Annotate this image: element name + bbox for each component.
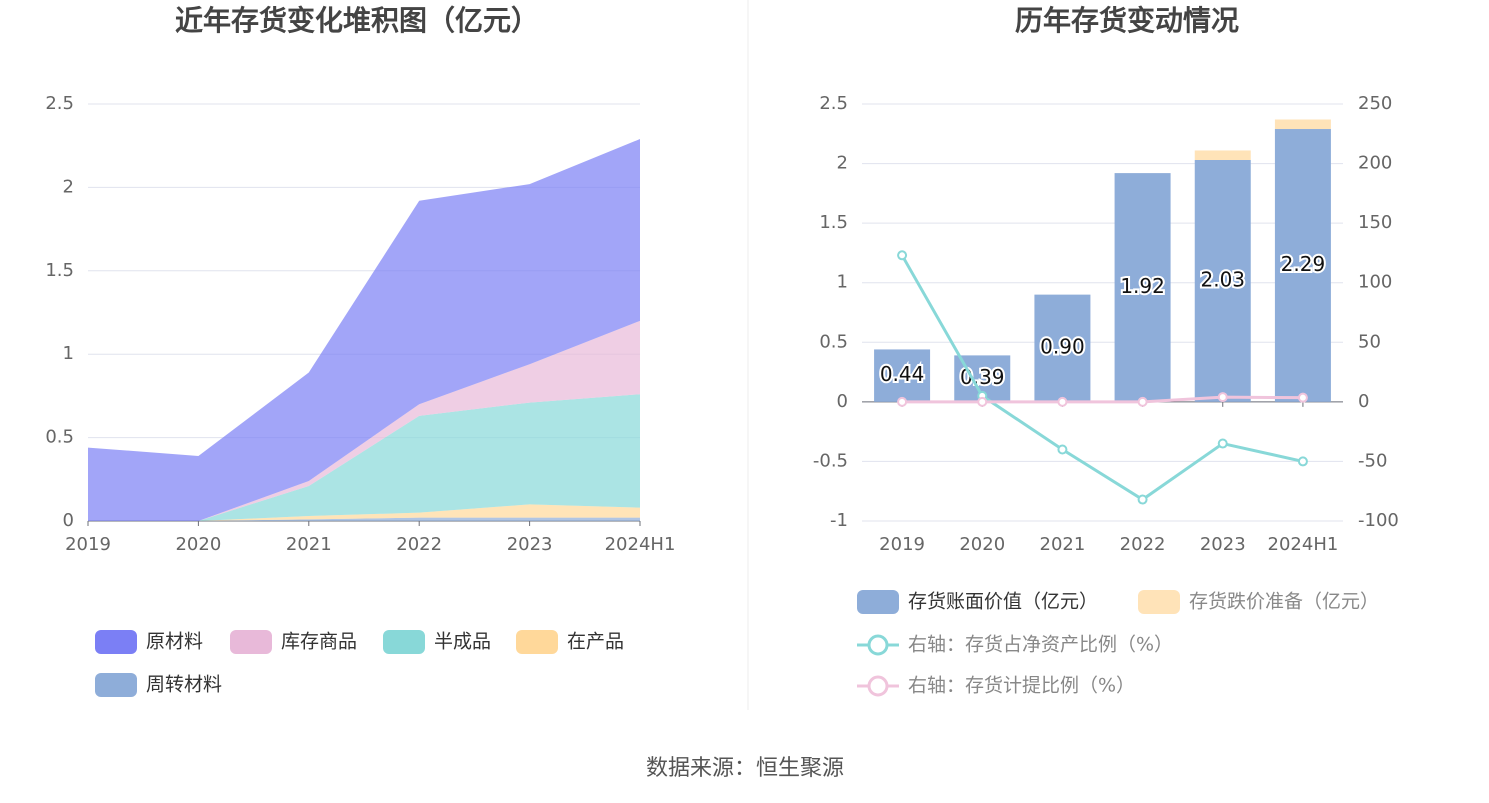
line-point bbox=[1297, 392, 1308, 403]
line-point bbox=[1057, 396, 1068, 407]
area bbox=[88, 517, 640, 521]
y-tick-label: 0.5 bbox=[45, 427, 74, 448]
x-tick-label: 2019 bbox=[879, 534, 925, 555]
line-point bbox=[1217, 392, 1228, 403]
y2-tick-label: 0 bbox=[1358, 391, 1369, 412]
data-label: 2.29 bbox=[1281, 252, 1326, 276]
y-tick-label: 2 bbox=[837, 153, 848, 174]
data-label: 0.90 bbox=[1040, 335, 1085, 359]
area bbox=[88, 394, 640, 521]
line-point bbox=[1217, 438, 1228, 449]
bar bbox=[874, 349, 931, 402]
x-tick-label: 2019 bbox=[65, 534, 111, 555]
y2-tick-label: 250 bbox=[1358, 93, 1392, 114]
y-tick-label: 1.5 bbox=[45, 260, 74, 281]
area bbox=[88, 504, 640, 521]
x-tick-label: 2022 bbox=[1120, 534, 1166, 555]
bar bbox=[1274, 119, 1331, 130]
line-point bbox=[1057, 444, 1068, 455]
legend-swatch bbox=[867, 675, 889, 697]
chart-title: 历年存货变动情况 bbox=[1015, 4, 1239, 37]
line-point bbox=[897, 396, 908, 407]
x-tick-label: 2023 bbox=[507, 534, 553, 555]
legend-label: 周转材料 bbox=[146, 674, 222, 696]
x-tick-label: 2021 bbox=[1040, 534, 1086, 555]
legend-swatch bbox=[230, 630, 272, 654]
legend-label: 原材料 bbox=[146, 631, 203, 653]
x-tick-label: 2020 bbox=[959, 534, 1005, 555]
line-point bbox=[1297, 456, 1308, 467]
legend-label: 右轴：存货占净资产比例（%） bbox=[908, 634, 1173, 656]
y-tick-label: 0.5 bbox=[819, 331, 848, 352]
y2-tick-label: 150 bbox=[1358, 212, 1392, 233]
y-tick-label: 1.5 bbox=[819, 212, 848, 233]
legend-swatch bbox=[95, 673, 137, 697]
x-tick-label: 2021 bbox=[286, 534, 332, 555]
line bbox=[900, 254, 1304, 502]
y-tick-label: 1 bbox=[837, 272, 848, 293]
y-tick-label: -0.5 bbox=[813, 450, 848, 471]
legend-label: 在产品 bbox=[567, 631, 624, 653]
x-tick-label: 2020 bbox=[175, 534, 221, 555]
data-label: 1.92 bbox=[1120, 274, 1165, 298]
y2-tick-label: -100 bbox=[1358, 510, 1399, 531]
area bbox=[88, 139, 640, 521]
y2-tick-label: 100 bbox=[1358, 272, 1392, 293]
legend-swatch bbox=[383, 630, 425, 654]
legend-swatch bbox=[867, 634, 889, 656]
legend-label: 库存商品 bbox=[281, 631, 357, 653]
x-tick-label: 2023 bbox=[1200, 534, 1246, 555]
line-point bbox=[1137, 396, 1148, 407]
bar bbox=[1274, 129, 1331, 402]
y-tick-label: 0 bbox=[63, 510, 74, 531]
legend-label: 半成品 bbox=[434, 631, 491, 653]
x-tick-label: 2024H1 bbox=[605, 534, 676, 555]
y-tick-label: -1 bbox=[830, 510, 848, 531]
bar bbox=[1194, 150, 1251, 160]
data-label: 0.44 bbox=[880, 362, 925, 386]
legend-swatch bbox=[857, 590, 899, 614]
legend-label: 存货跌价准备（亿元） bbox=[1189, 591, 1379, 613]
y-tick-label: 2.5 bbox=[819, 93, 848, 114]
bar bbox=[1114, 173, 1171, 402]
y2-tick-label: 200 bbox=[1358, 153, 1392, 174]
source: 数据来源：恒生聚源 bbox=[646, 756, 844, 781]
line bbox=[902, 395, 1303, 404]
y2-tick-label: -50 bbox=[1358, 450, 1387, 471]
y-tick-label: 1 bbox=[63, 343, 74, 364]
x-tick-label: 2024H1 bbox=[1268, 534, 1339, 555]
line-point bbox=[897, 250, 908, 261]
x-tick-label: 2022 bbox=[396, 534, 442, 555]
line-point bbox=[1137, 494, 1148, 505]
y-tick-label: 0 bbox=[837, 391, 848, 412]
legend-swatch bbox=[1138, 590, 1180, 614]
data-label: 2.03 bbox=[1200, 267, 1245, 291]
y2-tick-label: 50 bbox=[1358, 331, 1381, 352]
legend-label: 存货账面价值（亿元） bbox=[908, 591, 1098, 613]
line-point bbox=[977, 396, 988, 407]
y-tick-label: 2.5 bbox=[45, 93, 74, 114]
legend-label: 右轴：存货计提比例（%） bbox=[908, 675, 1135, 697]
y-tick-label: 2 bbox=[63, 176, 74, 197]
legend-swatch bbox=[516, 630, 558, 654]
bar bbox=[1034, 294, 1091, 402]
legend-swatch bbox=[95, 630, 137, 654]
chart-title: 近年存货变化堆积图（亿元） bbox=[175, 4, 539, 37]
bar bbox=[1194, 159, 1251, 402]
